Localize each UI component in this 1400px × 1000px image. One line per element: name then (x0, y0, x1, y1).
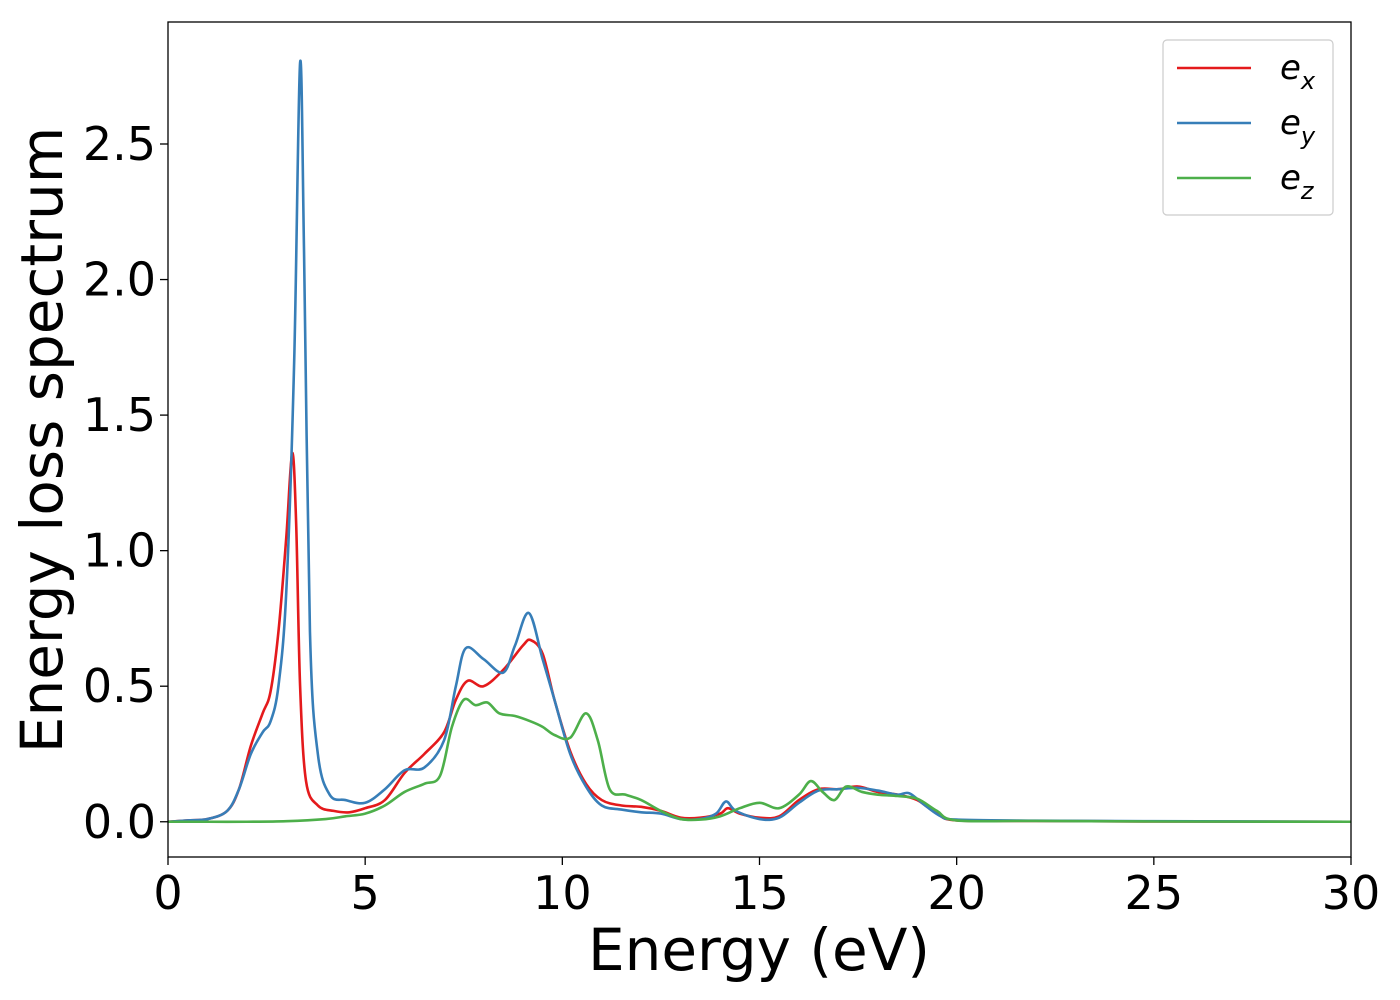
series-line-z (168, 697, 1351, 824)
legend-label-subscript: z (1300, 177, 1315, 205)
y-axis-label: Energy loss spectrum (8, 127, 76, 753)
x-tick-label: 5 (351, 866, 380, 920)
y-tick-label: 2.0 (83, 253, 156, 307)
y-axis: 0.0 0.5 1.0 1.5 2.0 2.5 (83, 117, 168, 849)
x-tick-label: 25 (1125, 866, 1184, 920)
legend-label-subscript: y (1300, 122, 1316, 150)
x-axis-label: Energy (eV) (588, 916, 930, 984)
series-line-y (168, 59, 1351, 824)
x-tick-label: 30 (1322, 866, 1381, 920)
y-tick-label: 0.0 (83, 795, 156, 849)
x-tick-label: 0 (153, 866, 182, 920)
legend-label-subscript: x (1300, 67, 1316, 95)
x-axis: 0 5 10 15 20 25 30 (153, 857, 1380, 920)
y-tick-label: 2.5 (83, 117, 156, 171)
x-tick-label: 10 (533, 866, 592, 920)
y-tick-label: 0.5 (83, 659, 156, 713)
y-tick-label: 1.0 (83, 524, 156, 578)
x-tick-label: 20 (927, 866, 986, 920)
series-group (168, 59, 1351, 824)
x-tick-label: 15 (730, 866, 789, 920)
legend-box (1162, 39, 1334, 216)
y-tick-label: 1.5 (83, 388, 156, 442)
